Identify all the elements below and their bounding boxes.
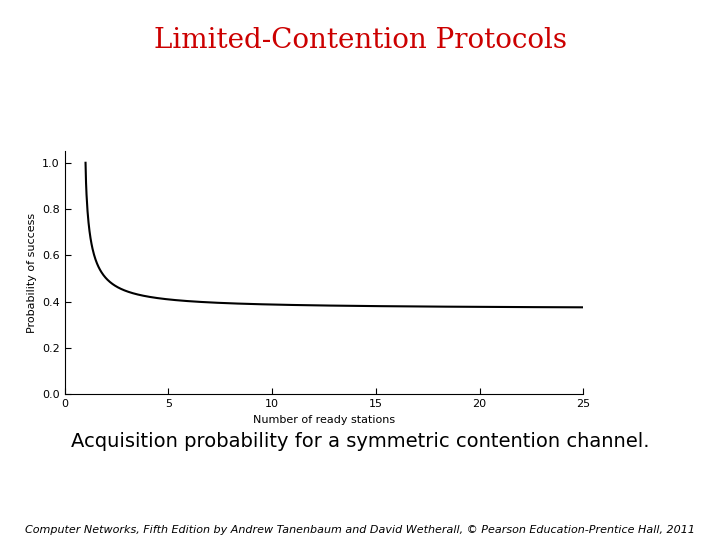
X-axis label: Number of ready stations: Number of ready stations: [253, 415, 395, 424]
Text: Acquisition probability for a symmetric contention channel.: Acquisition probability for a symmetric …: [71, 432, 649, 451]
Text: Limited-Contention Protocols: Limited-Contention Protocols: [153, 27, 567, 54]
Y-axis label: Probability of success: Probability of success: [27, 213, 37, 333]
Text: Computer Networks, Fifth Edition by Andrew Tanenbaum and David Wetherall, © Pear: Computer Networks, Fifth Edition by Andr…: [25, 524, 695, 535]
